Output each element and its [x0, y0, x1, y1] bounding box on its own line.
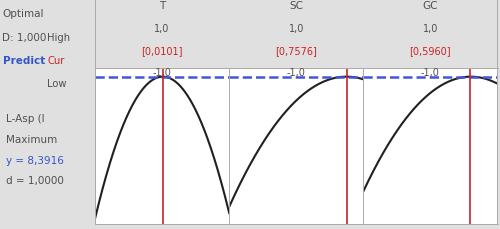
- Text: y = 8,3916: y = 8,3916: [6, 156, 64, 166]
- Text: Low: Low: [48, 79, 67, 89]
- Text: [0,0101]: [0,0101]: [142, 46, 183, 56]
- Text: D: 1,000: D: 1,000: [2, 33, 47, 43]
- Text: GC: GC: [422, 1, 438, 11]
- Text: 1,0: 1,0: [154, 24, 170, 34]
- Text: Optimal: Optimal: [2, 9, 44, 19]
- Text: Predict: Predict: [2, 56, 45, 66]
- Text: Cur: Cur: [48, 56, 65, 66]
- Text: -1,0: -1,0: [152, 68, 172, 78]
- Text: T: T: [159, 1, 165, 11]
- Text: -1,0: -1,0: [421, 68, 440, 78]
- Text: -1,0: -1,0: [287, 68, 306, 78]
- Text: Maximum: Maximum: [6, 135, 57, 145]
- Text: [0,5960]: [0,5960]: [410, 46, 451, 56]
- Text: [0,7576]: [0,7576]: [276, 46, 317, 56]
- Text: High: High: [48, 33, 70, 43]
- Text: SC: SC: [289, 1, 303, 11]
- Text: L-Asp (I: L-Asp (I: [6, 114, 44, 125]
- Text: 1,0: 1,0: [288, 24, 304, 34]
- Text: 1,0: 1,0: [422, 24, 438, 34]
- Text: d = 1,0000: d = 1,0000: [6, 176, 64, 186]
